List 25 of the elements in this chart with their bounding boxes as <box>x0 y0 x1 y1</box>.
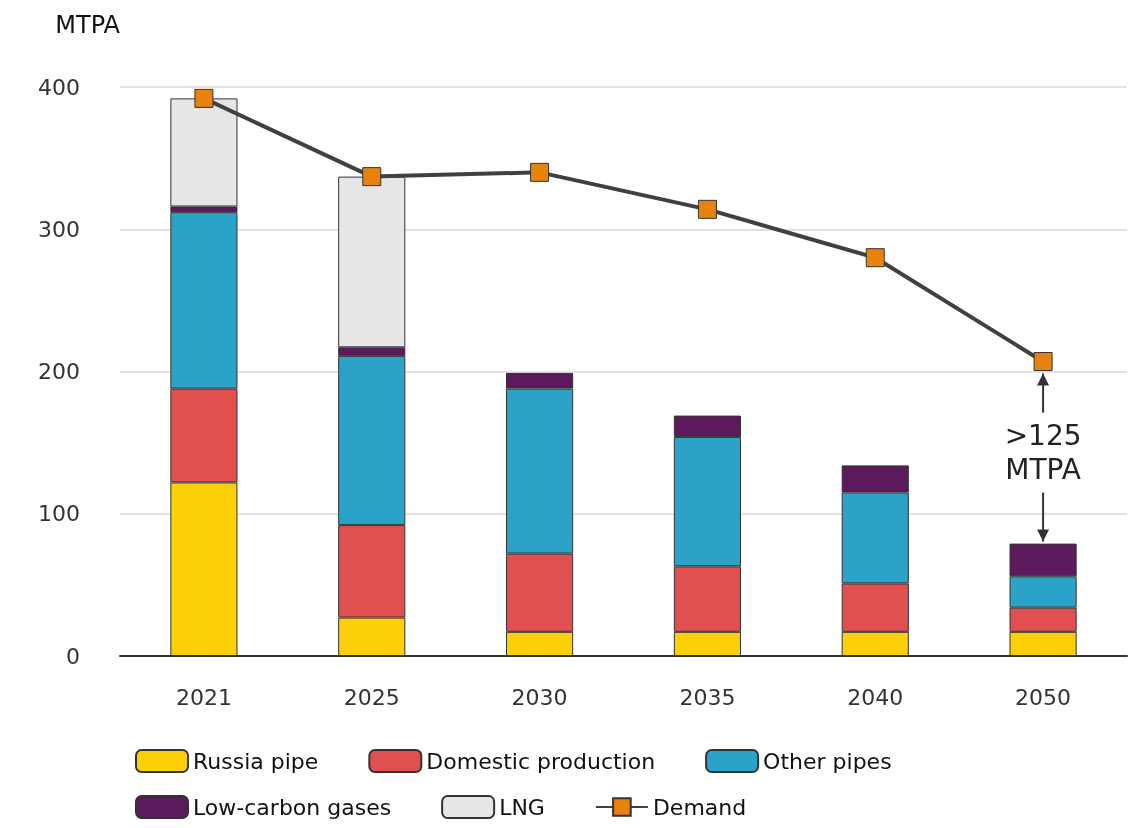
y-tick-label: 100 <box>38 501 80 527</box>
x-tick-label: 2030 <box>511 684 568 710</box>
x-tick-label: 2050 <box>1015 684 1072 710</box>
y-tick-label: 0 <box>66 643 80 669</box>
point <box>865 248 885 268</box>
point <box>1033 352 1053 372</box>
legend-label: Other pipes <box>763 748 892 774</box>
x-tick-label: 2035 <box>679 684 736 710</box>
legend-label: LNG <box>499 794 545 820</box>
legend-label: Domestic production <box>426 748 656 774</box>
x-tick-label: 2025 <box>343 684 400 710</box>
legend-label: Low-carbon gases <box>193 794 392 820</box>
point <box>530 162 550 182</box>
y-tick-label: 300 <box>38 216 80 242</box>
annotation: >125 MTPA <box>1004 419 1082 487</box>
point <box>362 167 382 187</box>
legend-label: Russia pipe <box>193 748 319 774</box>
x-tick-label: 2021 <box>175 684 232 710</box>
y-tick-label: 200 <box>38 359 80 384</box>
point <box>697 199 717 219</box>
legend-label: Demand <box>652 794 747 820</box>
x-tick-label: 2040 <box>847 684 904 710</box>
y-tick-label: 400 <box>38 74 80 100</box>
point <box>194 88 214 108</box>
y-axis-title: MTPA <box>55 11 121 39</box>
